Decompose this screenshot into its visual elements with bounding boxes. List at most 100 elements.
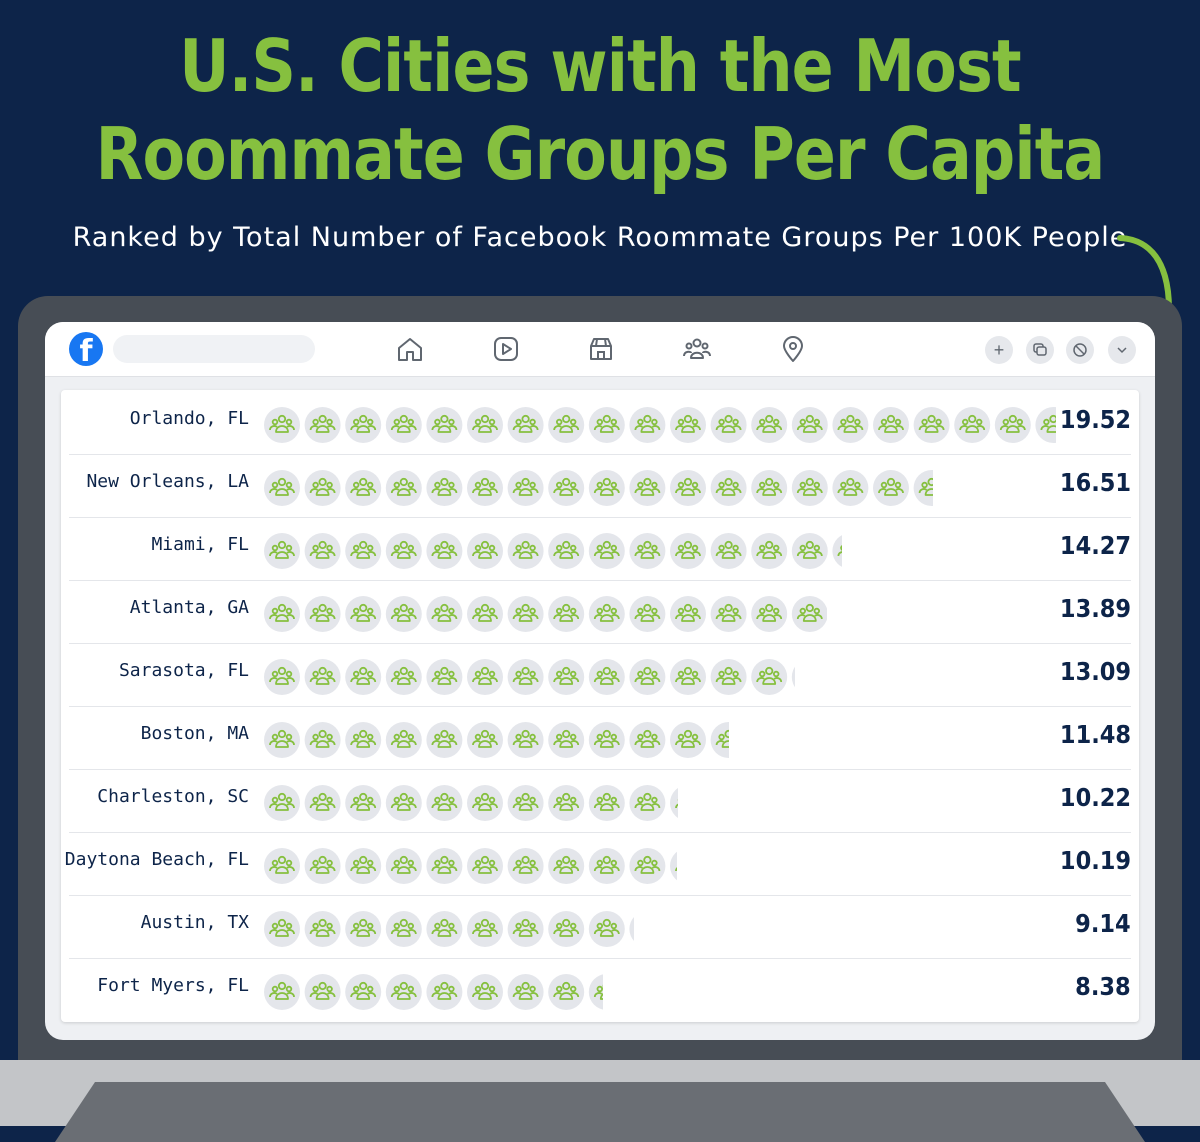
group-icon [872, 470, 909, 506]
group-icon [264, 848, 300, 884]
group-icon [629, 596, 666, 632]
group-icon [629, 470, 666, 506]
chart-panel: Orlando, FL 19.52 New Orleans, LA 16.51 Miam… [61, 390, 1139, 1022]
chart-row: Boston, MA 11.48 [61, 707, 1139, 770]
chevron-down-icon[interactable] [1108, 336, 1136, 364]
group-icon [670, 533, 706, 569]
group-icon [832, 534, 843, 568]
group-icon [588, 596, 625, 632]
chart-row: Atlanta, GA 13.89 [61, 581, 1139, 644]
group-icon [548, 659, 585, 695]
bar-mark [263, 406, 1056, 444]
group-icon [466, 659, 503, 695]
chart-subtitle: Ranked by Total Number of Facebook Roomm… [72, 222, 1128, 253]
group-icon [467, 407, 503, 443]
row-divider [69, 517, 1131, 518]
value-label: 13.89 [1059, 594, 1131, 623]
video-icon[interactable] [491, 334, 521, 364]
group-icon [385, 470, 422, 506]
chart-row: Orlando, FL 19.52 [61, 392, 1139, 455]
group-icon [304, 659, 341, 695]
facebook-logo-icon[interactable]: f [69, 332, 103, 366]
bar-mark [263, 469, 934, 507]
group-icon [507, 659, 544, 695]
group-icon [710, 533, 747, 569]
group-icon [669, 852, 677, 880]
group-icon [751, 533, 788, 569]
value-label: 10.19 [1059, 846, 1131, 875]
messenger-icon[interactable] [1026, 336, 1054, 364]
group-icon [385, 848, 422, 884]
chart-row: Fort Myers, FL 8.38 [61, 959, 1139, 1022]
row-divider [69, 706, 1131, 707]
group-icon [426, 911, 463, 947]
group-icon [263, 470, 300, 506]
group-icon [751, 407, 788, 443]
group-icon [588, 785, 625, 821]
group-icon [385, 407, 422, 443]
search-input[interactable] [113, 335, 315, 363]
group-icon [345, 533, 382, 569]
notifications-icon[interactable] [1066, 336, 1094, 364]
category-label: Orlando, FL [129, 408, 249, 429]
groups-icon[interactable] [682, 334, 712, 364]
group-icon [507, 722, 544, 758]
group-icon [669, 470, 706, 506]
group-icon [426, 848, 463, 884]
group-icon [629, 659, 666, 695]
group-icon [629, 785, 666, 821]
bar-mark [263, 532, 843, 570]
row-divider [69, 895, 1131, 896]
group-icon [467, 911, 503, 947]
group-icon [751, 470, 788, 506]
value-label: 14.27 [1059, 531, 1131, 560]
group-icon [345, 659, 382, 695]
group-icon [832, 407, 869, 443]
group-icon [385, 911, 422, 947]
group-icon [385, 596, 422, 632]
group-icon [629, 848, 666, 884]
group-icon [710, 407, 747, 443]
bar-mark [263, 910, 635, 948]
group-icon [304, 722, 341, 758]
group-icon [507, 470, 544, 506]
group-icon [548, 785, 585, 821]
group-icon [345, 722, 382, 758]
group-icon [466, 848, 503, 884]
chart-row: Austin, TX 9.14 [61, 896, 1139, 959]
value-label: 13.09 [1059, 657, 1131, 686]
value-label: 10.22 [1059, 783, 1131, 812]
chart-row: Daytona Beach, FL 10.19 [61, 833, 1139, 896]
group-icon [426, 533, 463, 569]
category-label: New Orleans, LA [86, 471, 249, 492]
group-icon [507, 533, 544, 569]
group-icon [466, 470, 503, 506]
group-icon [669, 596, 706, 632]
group-icon [385, 533, 422, 569]
group-icon [1035, 407, 1056, 443]
group-icon [791, 470, 828, 506]
group-icon [791, 596, 827, 632]
group-icon [548, 848, 585, 884]
group-icon [466, 596, 503, 632]
title-line-2: Roommate Groups Per Capita [95, 112, 1106, 196]
category-label: Atlanta, GA [129, 597, 249, 618]
value-label: 11.48 [1059, 720, 1131, 749]
group-icon [385, 659, 422, 695]
group-icon [548, 596, 585, 632]
group-icon [588, 407, 625, 443]
plus-icon[interactable]: + [985, 336, 1013, 364]
category-label: Miami, FL [151, 534, 249, 555]
chart-title: U.S. Cities with the Most Roommate Group… [84, 22, 1116, 198]
value-label: 9.14 [1075, 909, 1131, 938]
home-icon[interactable] [395, 334, 425, 364]
group-icon [426, 596, 463, 632]
chart-row: Miami, FL 14.27 [61, 518, 1139, 581]
value-label: 8.38 [1075, 972, 1131, 1001]
marketplace-icon[interactable] [586, 334, 616, 364]
group-icon [791, 667, 795, 687]
laptop-keyboard [55, 1082, 1145, 1142]
location-icon[interactable] [778, 334, 808, 364]
title-line-1: U.S. Cities with the Most [179, 24, 1021, 108]
group-icon [548, 533, 585, 569]
